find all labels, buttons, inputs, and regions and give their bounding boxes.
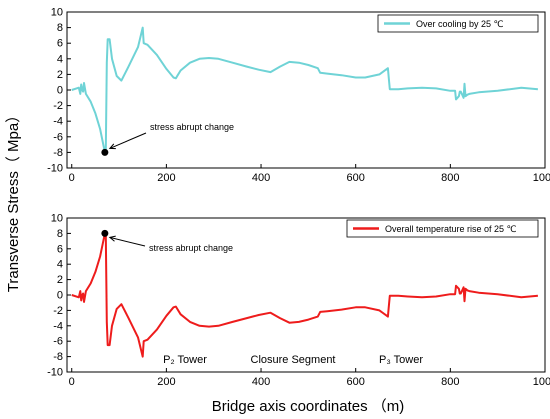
y-tick-label: 4: [57, 53, 63, 65]
legend-box: [346, 219, 539, 238]
legend-label: Over cooling by 25 ℃: [416, 19, 504, 29]
y-tick-label: -6: [53, 131, 63, 143]
series-line: [71, 232, 538, 358]
y-tick-label: -2: [53, 305, 63, 317]
x-tick-label: 600: [347, 376, 365, 388]
x-tick-label: 800: [441, 376, 459, 388]
annotation-label: stress abrupt change: [150, 122, 234, 132]
annotation-arrow: [109, 132, 147, 149]
legend-box: [377, 14, 539, 33]
legend-label: Overall temperature rise of 25 ℃: [385, 224, 517, 234]
y-tick-label: -6: [53, 336, 63, 348]
y-axis-label: Transverse Stress（ Mpa）: [5, 108, 22, 293]
x-tick-label: 400: [252, 172, 270, 184]
y-tick-label: 8: [57, 228, 63, 240]
x-axis-label: Bridge axis coordinates （m): [212, 398, 405, 415]
y-tick-label: 4: [57, 259, 63, 271]
arrow-head: [108, 143, 116, 150]
x-tick-label: 600: [347, 172, 365, 184]
annotation-label: P₃ Tower: [379, 354, 423, 366]
marker-dot: [101, 148, 109, 156]
y-tick-label: 6: [57, 243, 63, 255]
y-tick-label: 10: [51, 213, 63, 225]
arrow-head: [108, 235, 116, 242]
x-tick-label: 800: [441, 172, 459, 184]
marker-dot: [101, 229, 109, 237]
x-tick-label: 1000: [533, 376, 550, 388]
y-tick-label: -10: [47, 163, 63, 175]
x-tick-label: 200: [157, 376, 175, 388]
annotation-label: Closure Segment: [251, 354, 336, 366]
y-tick-label: 2: [57, 274, 63, 286]
y-tick-label: 8: [57, 22, 63, 34]
y-tick-label: -2: [53, 100, 63, 112]
annotation-label: P₂ Tower: [163, 354, 207, 366]
y-tick-label: 2: [57, 69, 63, 81]
series-line: [71, 26, 538, 154]
chart-top: -10 -8 -6 -4 -2 0 2 4 6 8 10 0 200 400 600 800 1000 Over …: [47, 7, 550, 185]
x-tick-label: 1000: [533, 172, 550, 184]
y-tick-label: 0: [57, 290, 63, 302]
x-tick-label: 0: [69, 172, 75, 184]
annotation-label: stress abrupt change: [149, 243, 233, 253]
plot-frame: [66, 11, 546, 169]
annotation-arrow: [109, 236, 146, 247]
y-tick-label: 10: [51, 7, 63, 19]
plot-frame: [66, 217, 546, 373]
y-tick-label: -8: [53, 351, 63, 363]
y-tick-label: 6: [57, 38, 63, 50]
chart-bottom: -10 -8 -6 -4 -2 0 2 4 6 8 10 0 200 400 600 800 1000 Overa…: [47, 213, 550, 389]
y-tick-label: -8: [53, 147, 63, 159]
y-tick-label: -10: [47, 367, 63, 379]
y-tick-label: -4: [53, 116, 63, 128]
x-tick-label: 400: [252, 376, 270, 388]
y-tick-label: 0: [57, 85, 63, 97]
x-tick-label: 200: [157, 172, 175, 184]
y-tick-label: -4: [53, 320, 63, 332]
x-tick-label: 0: [69, 376, 75, 388]
